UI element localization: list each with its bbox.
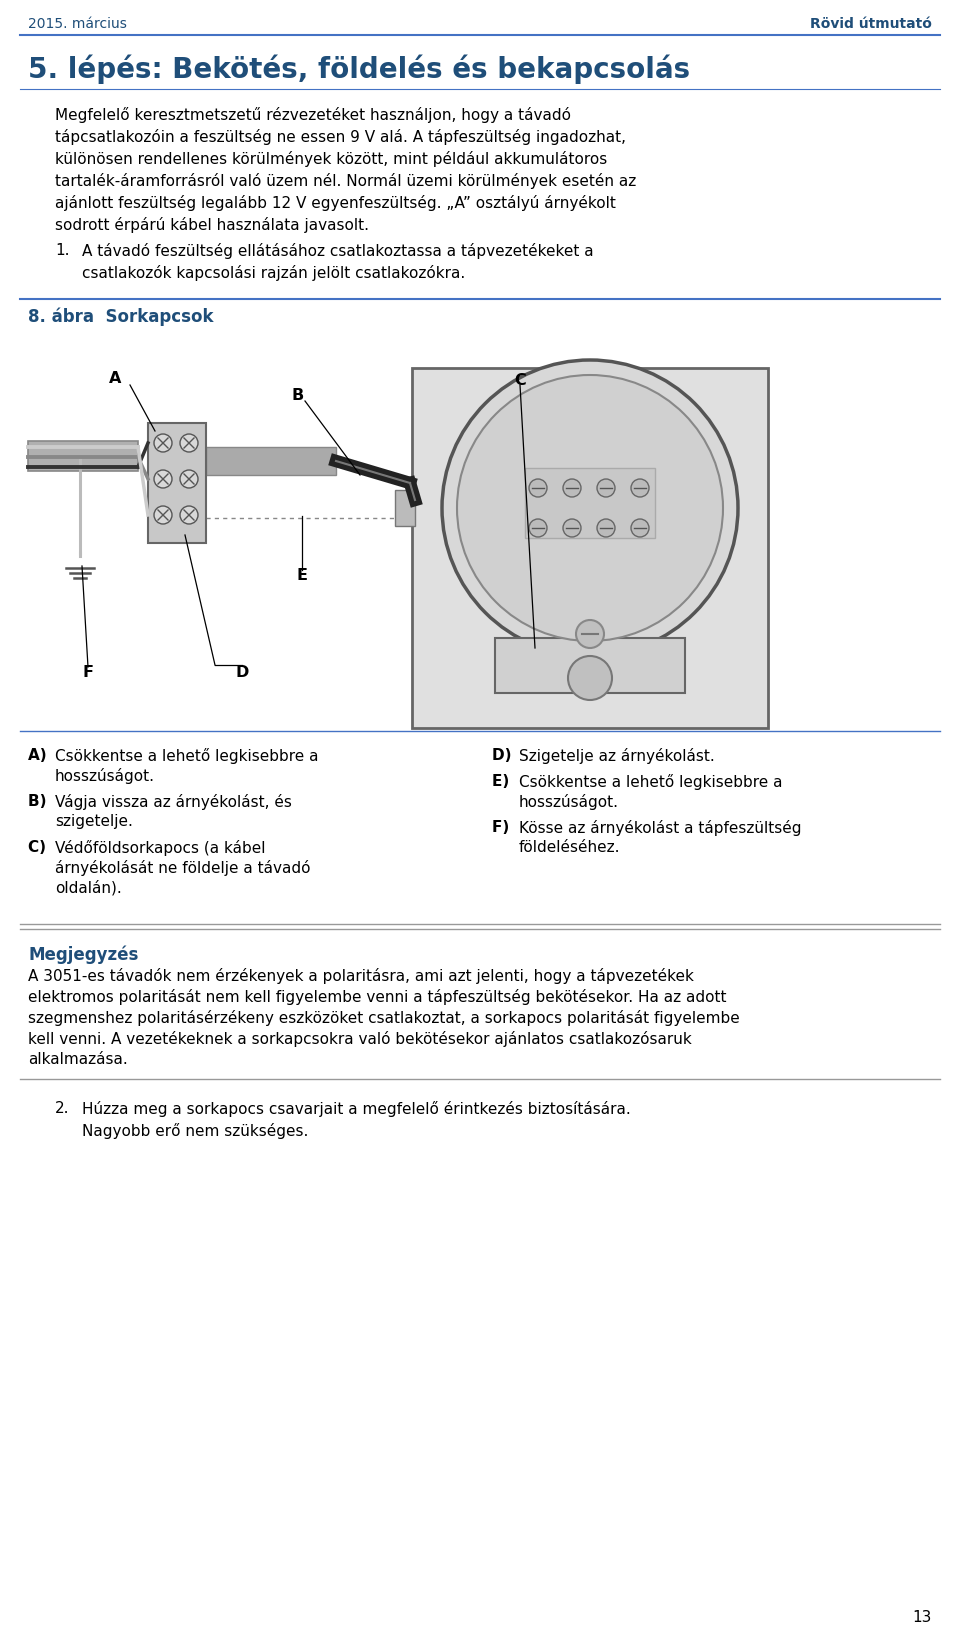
Text: 2015. március: 2015. március bbox=[28, 16, 127, 31]
Circle shape bbox=[631, 479, 649, 497]
Bar bbox=[495, 637, 685, 693]
Circle shape bbox=[154, 435, 172, 451]
Text: B): B) bbox=[28, 794, 52, 809]
Text: A távadó feszültség ellátásához csatlakoztassa a tápvezetékeket a: A távadó feszültség ellátásához csatlako… bbox=[82, 244, 593, 259]
Bar bbox=[148, 423, 206, 544]
Text: kell venni. A vezetékeknek a sorkapcsokra való bekötésekor ajánlatos csatlakozós: kell venni. A vezetékeknek a sorkapcsokr… bbox=[28, 1031, 692, 1047]
Text: C: C bbox=[515, 372, 526, 389]
Bar bbox=[412, 367, 768, 728]
Circle shape bbox=[563, 479, 581, 497]
Text: D): D) bbox=[492, 748, 516, 763]
Text: F: F bbox=[83, 665, 93, 680]
Circle shape bbox=[576, 619, 604, 647]
Text: B: B bbox=[292, 389, 304, 404]
Text: A 3051-es távadók nem érzékenyek a polaritásra, ami azt jelenti, hogy a tápvezet: A 3051-es távadók nem érzékenyek a polar… bbox=[28, 968, 694, 983]
Text: árnyékolását ne földelje a távadó: árnyékolását ne földelje a távadó bbox=[55, 860, 310, 876]
Circle shape bbox=[180, 435, 198, 451]
Text: elektromos polaritását nem kell figyelembe venni a tápfeszültség bekötésekor. Ha: elektromos polaritását nem kell figyelem… bbox=[28, 988, 727, 1005]
Circle shape bbox=[597, 479, 615, 497]
Circle shape bbox=[154, 506, 172, 524]
Bar bbox=[395, 491, 415, 525]
Text: E): E) bbox=[492, 774, 515, 789]
Text: F): F) bbox=[492, 820, 515, 835]
Text: Védőföldsorkapocs (a kábel: Védőföldsorkapocs (a kábel bbox=[55, 840, 266, 856]
Text: hosszúságot.: hosszúságot. bbox=[519, 794, 619, 810]
Text: ajánlott feszültség legalább 12 V egyenfeszültség. „A” osztályú árnyékolt: ajánlott feszültség legalább 12 V egyenf… bbox=[55, 194, 616, 211]
Text: oldalán).: oldalán). bbox=[55, 879, 122, 896]
Text: Rövid útmutató: Rövid útmutató bbox=[810, 16, 932, 31]
Text: Húzza meg a sorkapocs csavarjait a megfelelő érintkezés biztosítására.: Húzza meg a sorkapocs csavarjait a megfe… bbox=[82, 1100, 631, 1117]
Text: szigetelje.: szigetelje. bbox=[55, 814, 132, 828]
Text: Szigetelje az árnyékolást.: Szigetelje az árnyékolást. bbox=[519, 748, 715, 764]
Text: csatlakozók kapcsolási rajzán jelölt csatlakozókra.: csatlakozók kapcsolási rajzán jelölt csa… bbox=[82, 265, 466, 282]
Text: Megfelelő keresztmetszetű rézvezetéket használjon, hogy a távadó: Megfelelő keresztmetszetű rézvezetéket h… bbox=[55, 107, 571, 124]
Text: Csökkentse a lehető legkisebbre a: Csökkentse a lehető legkisebbre a bbox=[55, 748, 319, 764]
Text: tartalék-áramforrásról való üzem nél. Normál üzemi körülmények esetén az: tartalék-áramforrásról való üzem nél. No… bbox=[55, 173, 636, 189]
Text: hosszúságot.: hosszúságot. bbox=[55, 768, 155, 784]
Text: 5. lépés: Bekötés, földelés és bekapcsolás: 5. lépés: Bekötés, földelés és bekapcsol… bbox=[28, 54, 690, 84]
Circle shape bbox=[597, 519, 615, 537]
Text: 8. ábra  Sorkapcsok: 8. ábra Sorkapcsok bbox=[28, 306, 213, 326]
Circle shape bbox=[180, 469, 198, 488]
Text: sodrott érpárú kábel használata javasolt.: sodrott érpárú kábel használata javasolt… bbox=[55, 217, 369, 232]
Text: 2.: 2. bbox=[55, 1100, 69, 1117]
Bar bbox=[206, 446, 336, 474]
Circle shape bbox=[563, 519, 581, 537]
Text: D: D bbox=[235, 665, 249, 680]
Text: 1.: 1. bbox=[55, 244, 69, 259]
Text: Megjegyzés: Megjegyzés bbox=[28, 945, 138, 965]
Text: A: A bbox=[108, 371, 121, 385]
Text: Kösse az árnyékolást a tápfeszültség: Kösse az árnyékolást a tápfeszültség bbox=[519, 820, 802, 837]
Text: tápcsatlakozóin a feszültség ne essen 9 V alá. A tápfeszültség ingadozhat,: tápcsatlakozóin a feszültség ne essen 9 … bbox=[55, 128, 626, 145]
Text: 13: 13 bbox=[913, 1611, 932, 1626]
Circle shape bbox=[529, 519, 547, 537]
Text: C): C) bbox=[28, 840, 51, 855]
Circle shape bbox=[154, 469, 172, 488]
Text: A): A) bbox=[28, 748, 52, 763]
Circle shape bbox=[529, 479, 547, 497]
Text: Nagyobb erő nem szükséges.: Nagyobb erő nem szükséges. bbox=[82, 1123, 308, 1140]
Bar bbox=[28, 441, 138, 471]
Circle shape bbox=[631, 519, 649, 537]
Circle shape bbox=[568, 656, 612, 700]
Text: különösen rendellenes körülmények között, mint például akkumulátoros: különösen rendellenes körülmények között… bbox=[55, 152, 608, 166]
Text: E: E bbox=[297, 568, 307, 583]
Text: Csökkentse a lehető legkisebbre a: Csökkentse a lehető legkisebbre a bbox=[519, 774, 782, 791]
Bar bbox=[525, 468, 655, 539]
Circle shape bbox=[457, 376, 723, 641]
Text: földeléséhez.: földeléséhez. bbox=[519, 840, 620, 855]
Text: Vágja vissza az árnyékolást, és: Vágja vissza az árnyékolást, és bbox=[55, 794, 292, 810]
Circle shape bbox=[442, 361, 738, 656]
Text: alkalmazása.: alkalmazása. bbox=[28, 1052, 128, 1067]
Text: szegmenshez polaritásérzékeny eszközöket csatlakoztat, a sorkapocs polaritását f: szegmenshez polaritásérzékeny eszközöket… bbox=[28, 1010, 740, 1026]
Circle shape bbox=[180, 506, 198, 524]
